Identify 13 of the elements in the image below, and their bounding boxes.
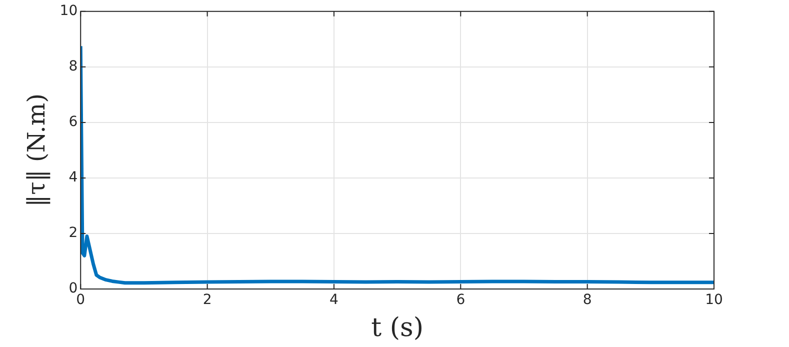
x-tick-label: 8 <box>582 292 592 308</box>
y-tick-label: 10 <box>60 3 78 20</box>
x-tick-label: 10 <box>705 292 723 308</box>
y-tick-label: 0 <box>68 280 78 297</box>
y-axis-title: ‖τ‖ (N.m) <box>22 93 51 207</box>
x-axis-title: t (s) <box>371 313 424 344</box>
y-tick-label: 4 <box>68 170 78 186</box>
y-tick-label: 6 <box>68 114 78 130</box>
x-tick-label: 2 <box>202 292 212 308</box>
x-tick-label: 4 <box>330 292 339 308</box>
y-tick-label: 8 <box>68 58 78 75</box>
x-tick-label: 6 <box>456 292 466 308</box>
y-tick-label: 2 <box>68 225 78 242</box>
